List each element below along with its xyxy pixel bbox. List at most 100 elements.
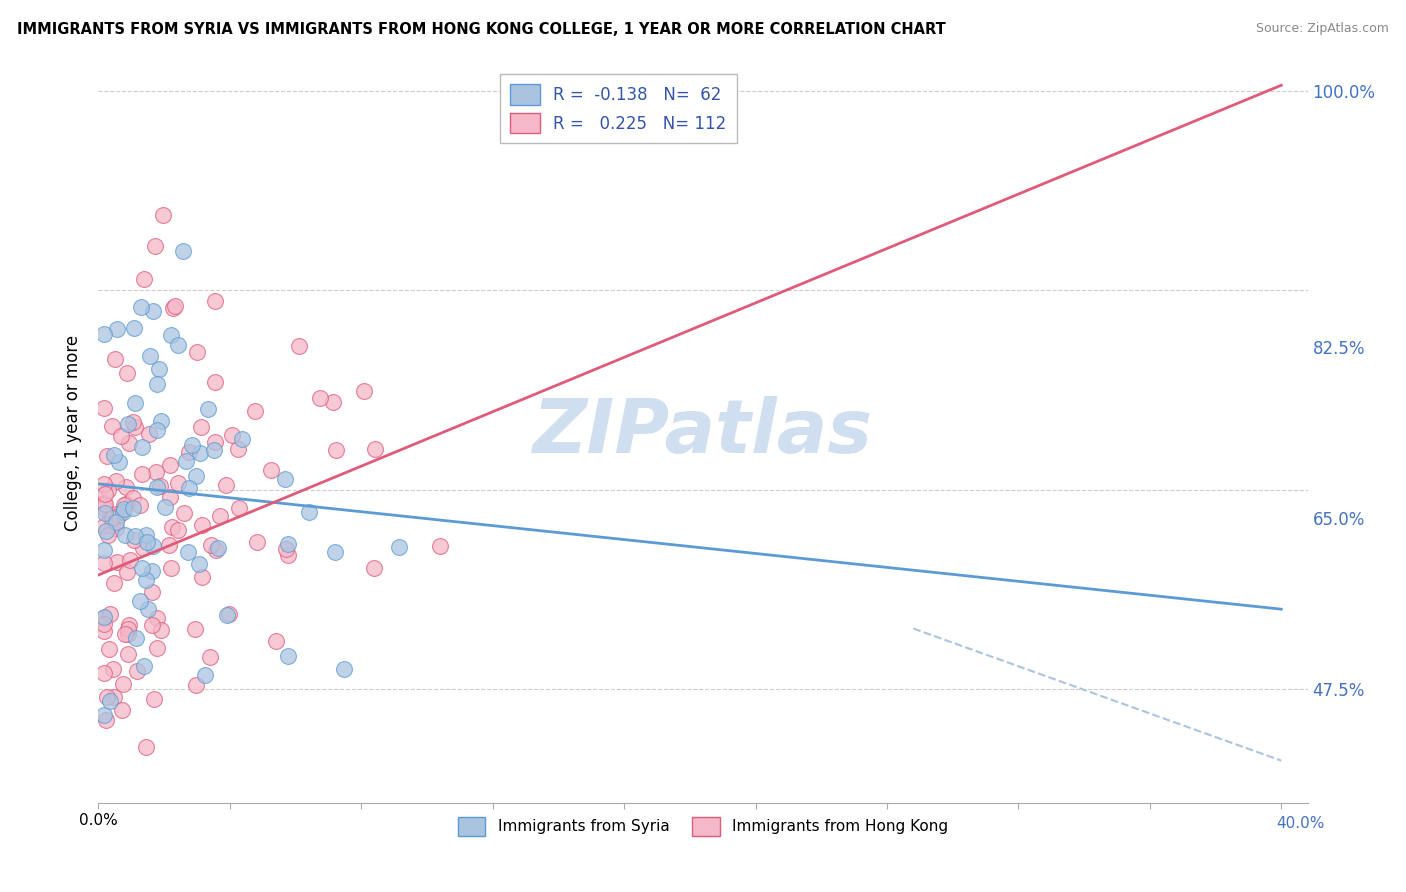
Point	[114, 480, 136, 494]
Point	[184, 622, 207, 636]
Point	[131, 560, 153, 574]
Point	[93, 497, 115, 511]
Point	[101, 418, 124, 433]
Point	[93, 708, 115, 723]
Point	[111, 703, 134, 717]
Point	[166, 338, 188, 352]
Point	[117, 647, 139, 661]
Point	[105, 322, 128, 336]
Point	[159, 458, 181, 472]
Text: Source: ZipAtlas.com: Source: ZipAtlas.com	[1256, 22, 1389, 36]
Point	[108, 455, 131, 469]
Point	[188, 446, 211, 460]
Point	[198, 649, 221, 664]
Point	[142, 539, 165, 553]
Point	[308, 392, 330, 406]
Point	[103, 576, 125, 591]
Point	[277, 649, 299, 664]
Point	[146, 610, 169, 624]
Point	[155, 500, 177, 515]
Point	[186, 345, 208, 359]
Point	[218, 607, 240, 622]
Point	[101, 511, 124, 525]
Point	[112, 677, 135, 691]
Point	[181, 438, 204, 452]
Point	[194, 668, 217, 682]
Point	[114, 497, 136, 511]
Point	[228, 500, 250, 515]
Point	[353, 384, 375, 399]
Point	[141, 564, 163, 578]
Point	[221, 428, 243, 442]
Point	[146, 480, 169, 494]
Point	[114, 626, 136, 640]
Point	[207, 541, 229, 555]
Text: ZIPatlas: ZIPatlas	[533, 396, 873, 469]
Point	[165, 299, 187, 313]
Point	[121, 500, 143, 515]
Point	[110, 429, 132, 443]
Point	[125, 631, 148, 645]
Point	[205, 543, 228, 558]
Point	[129, 499, 152, 513]
Point	[124, 529, 146, 543]
Point	[93, 610, 115, 624]
Point	[215, 477, 238, 491]
Point	[172, 244, 194, 258]
Point	[231, 433, 253, 447]
Point	[131, 467, 153, 482]
Point	[215, 608, 238, 623]
Point	[96, 690, 118, 704]
Point	[148, 362, 170, 376]
Point	[173, 506, 195, 520]
Point	[135, 528, 157, 542]
Point	[118, 618, 141, 632]
Point	[226, 442, 249, 457]
Point	[105, 515, 128, 529]
Point	[184, 677, 207, 691]
Point	[124, 320, 146, 334]
Point	[112, 505, 135, 519]
Point	[129, 300, 152, 314]
Point	[159, 491, 181, 505]
Point	[204, 294, 226, 309]
Text: 40.0%: 40.0%	[1277, 816, 1324, 831]
Point	[142, 303, 165, 318]
Point	[145, 466, 167, 480]
Point	[124, 419, 146, 434]
Point	[277, 548, 299, 562]
Point	[93, 476, 115, 491]
Point	[93, 486, 115, 500]
Point	[200, 538, 222, 552]
Point	[146, 423, 169, 437]
Point	[132, 541, 155, 555]
Point	[388, 540, 411, 554]
Point	[105, 555, 128, 569]
Point	[429, 539, 451, 553]
Point	[187, 557, 209, 571]
Point	[117, 627, 139, 641]
Point	[129, 594, 152, 608]
Point	[162, 301, 184, 315]
Point	[259, 463, 281, 477]
Point	[204, 375, 226, 389]
Point	[204, 435, 226, 450]
Point	[96, 449, 118, 463]
Point	[333, 663, 356, 677]
Point	[97, 642, 120, 657]
Point	[93, 497, 115, 511]
Point	[93, 501, 115, 516]
Point	[93, 556, 115, 570]
Point	[146, 377, 169, 392]
Point	[97, 483, 120, 497]
Legend: Immigrants from Syria, Immigrants from Hong Kong: Immigrants from Syria, Immigrants from H…	[450, 809, 956, 843]
Point	[141, 618, 163, 632]
Point	[94, 524, 117, 538]
Point	[93, 666, 115, 681]
Point	[103, 351, 125, 366]
Point	[167, 475, 190, 490]
Point	[93, 616, 115, 631]
Point	[190, 420, 212, 434]
Point	[98, 509, 121, 524]
Point	[277, 536, 299, 550]
